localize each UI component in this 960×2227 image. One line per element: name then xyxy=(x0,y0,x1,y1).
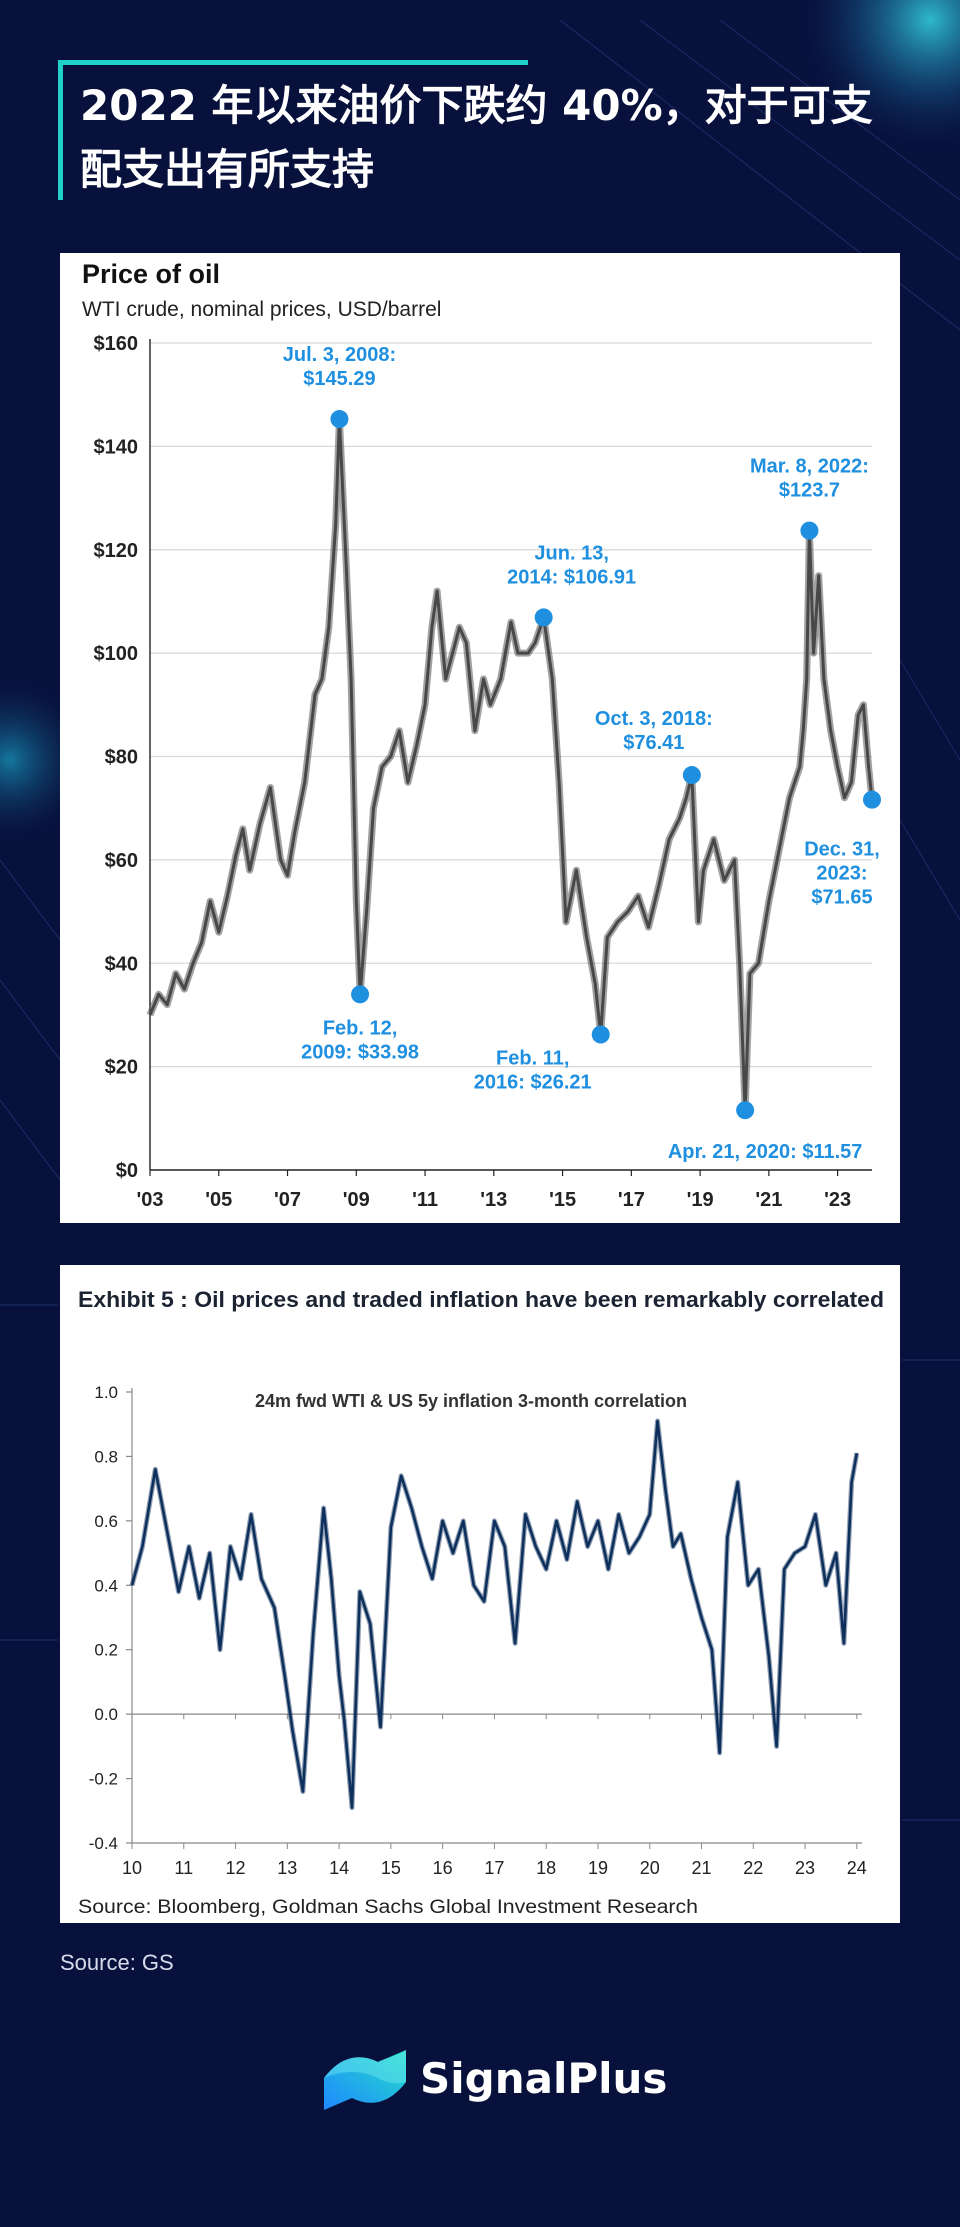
signalplus-logo-icon xyxy=(324,2050,406,2110)
chart-subtitle: WTI crude, nominal prices, USD/barrel xyxy=(82,298,441,321)
annotation-label: Jun. 13, xyxy=(534,542,608,564)
x-tick-label: 10 xyxy=(122,1858,142,1878)
y-tick-label: $20 xyxy=(105,1057,138,1079)
annotation-label: 2023: xyxy=(816,863,867,885)
oil-price-chart-panel: Price of oil WTI crude, nominal prices, … xyxy=(60,253,900,1223)
y-tick-label: 0.8 xyxy=(94,1447,118,1466)
x-tick-label: '11 xyxy=(412,1189,438,1211)
y-tick-label: -0.4 xyxy=(89,1834,118,1853)
x-tick-label: '21 xyxy=(755,1189,782,1211)
annotation-marker xyxy=(863,790,881,809)
x-tick-label: '09 xyxy=(343,1189,370,1211)
annotation-marker xyxy=(534,608,553,627)
signalplus-logo: SignalPlus xyxy=(322,2048,667,2112)
chart-title: Price of oil xyxy=(82,259,220,289)
annotation-label: Feb. 11, xyxy=(496,1048,569,1070)
brand-name: SignalPlus xyxy=(420,2054,668,2103)
x-tick-label: '13 xyxy=(480,1189,507,1211)
annotation-marker xyxy=(736,1101,755,1120)
annotation-label: 2016: $26.21 xyxy=(474,1072,592,1094)
y-tick-label: $140 xyxy=(94,436,139,458)
title-accent-bar-left xyxy=(58,60,63,200)
correlation-subtitle: 24m fwd WTI & US 5y inflation 3-month co… xyxy=(255,1391,687,1411)
x-tick-label: 14 xyxy=(329,1858,349,1878)
annotation-label: $123.7 xyxy=(779,480,840,502)
annotation-label: Jul. 3, 2008: xyxy=(283,344,396,366)
y-tick-label: 0.2 xyxy=(94,1641,118,1660)
x-tick-label: 21 xyxy=(691,1858,711,1878)
y-tick-label: $40 xyxy=(105,953,138,975)
x-tick-label: 15 xyxy=(381,1858,401,1878)
x-tick-label: 16 xyxy=(433,1858,453,1878)
exhibit-title: Exhibit 5 : Oil prices and traded inflat… xyxy=(78,1287,884,1312)
annotation-label: 2014: $106.91 xyxy=(507,566,636,588)
annotation-label: Feb. 12, xyxy=(323,1017,397,1039)
x-tick-label: '03 xyxy=(136,1189,163,1211)
x-tick-label: 24 xyxy=(847,1858,867,1878)
y-tick-label: -0.2 xyxy=(89,1770,118,1789)
correlation-line xyxy=(130,1419,859,1809)
annotation-label: Oct. 3, 2018: xyxy=(595,708,713,730)
x-tick-label: 20 xyxy=(640,1858,660,1878)
annotation-label: $145.29 xyxy=(303,368,375,390)
title-block: 2022 年以来油价下跌约 40%，对于可支配支出有所支持 xyxy=(58,60,898,200)
correlation-chart: Exhibit 5 : Oil prices and traded inflat… xyxy=(78,1287,884,1918)
annotation-marker xyxy=(591,1025,610,1044)
annotation-label: $76.41 xyxy=(623,732,684,754)
x-tick-label: 17 xyxy=(484,1858,504,1878)
annotation-marker xyxy=(330,410,349,429)
x-tick-label: 13 xyxy=(277,1858,297,1878)
oil-price-line-shadow xyxy=(146,415,876,1114)
x-tick-label: 18 xyxy=(536,1858,556,1878)
y-tick-label: $60 xyxy=(105,850,138,872)
y-tick-label: $100 xyxy=(94,643,139,665)
y-tick-label: $160 xyxy=(94,333,139,355)
correlation-line-shadow xyxy=(129,1418,860,1811)
x-tick-label: 22 xyxy=(743,1858,763,1878)
y-tick-label: $0 xyxy=(116,1160,138,1182)
x-tick-label: '19 xyxy=(687,1189,714,1211)
x-tick-label: 19 xyxy=(588,1858,608,1878)
x-tick-label: '17 xyxy=(618,1189,645,1211)
x-tick-label: '07 xyxy=(274,1189,301,1211)
y-tick-label: 0.6 xyxy=(94,1512,118,1531)
page-source: Source: GS xyxy=(60,1950,174,1975)
y-tick-label: 0.4 xyxy=(94,1576,118,1595)
exhibit-source: Source: Bloomberg, Goldman Sachs Global … xyxy=(78,1897,698,1918)
x-tick-label: 23 xyxy=(795,1858,815,1878)
annotation-marker xyxy=(682,766,701,785)
annotation-label: Dec. 31, xyxy=(804,839,880,861)
y-tick-label: 0.0 xyxy=(94,1705,118,1724)
oil-price-chart: Price of oil WTI crude, nominal prices, … xyxy=(82,259,881,1211)
annotation-label: Mar. 8, 2022: xyxy=(750,456,869,478)
annotation-marker xyxy=(351,985,370,1004)
annotation-label: $71.65 xyxy=(811,887,872,909)
page-title: 2022 年以来油价下跌约 40%，对于可支配支出有所支持 xyxy=(80,81,873,194)
y-tick-label: $120 xyxy=(94,540,139,562)
x-tick-label: '23 xyxy=(824,1189,851,1211)
x-tick-label: '05 xyxy=(205,1189,232,1211)
x-tick-label: 11 xyxy=(174,1858,193,1878)
x-tick-label: '15 xyxy=(549,1189,576,1211)
annotation-label: Apr. 21, 2020: $11.57 xyxy=(668,1141,863,1163)
y-tick-label: 1.0 xyxy=(94,1383,118,1402)
x-tick-label: 12 xyxy=(226,1858,246,1878)
title-accent-bar-top xyxy=(58,60,528,65)
y-tick-label: $80 xyxy=(105,747,138,769)
annotation-label: 2009: $33.98 xyxy=(301,1041,419,1063)
oil-price-line xyxy=(148,417,874,1112)
correlation-chart-panel: Exhibit 5 : Oil prices and traded inflat… xyxy=(60,1265,900,1923)
annotation-marker xyxy=(800,521,819,540)
